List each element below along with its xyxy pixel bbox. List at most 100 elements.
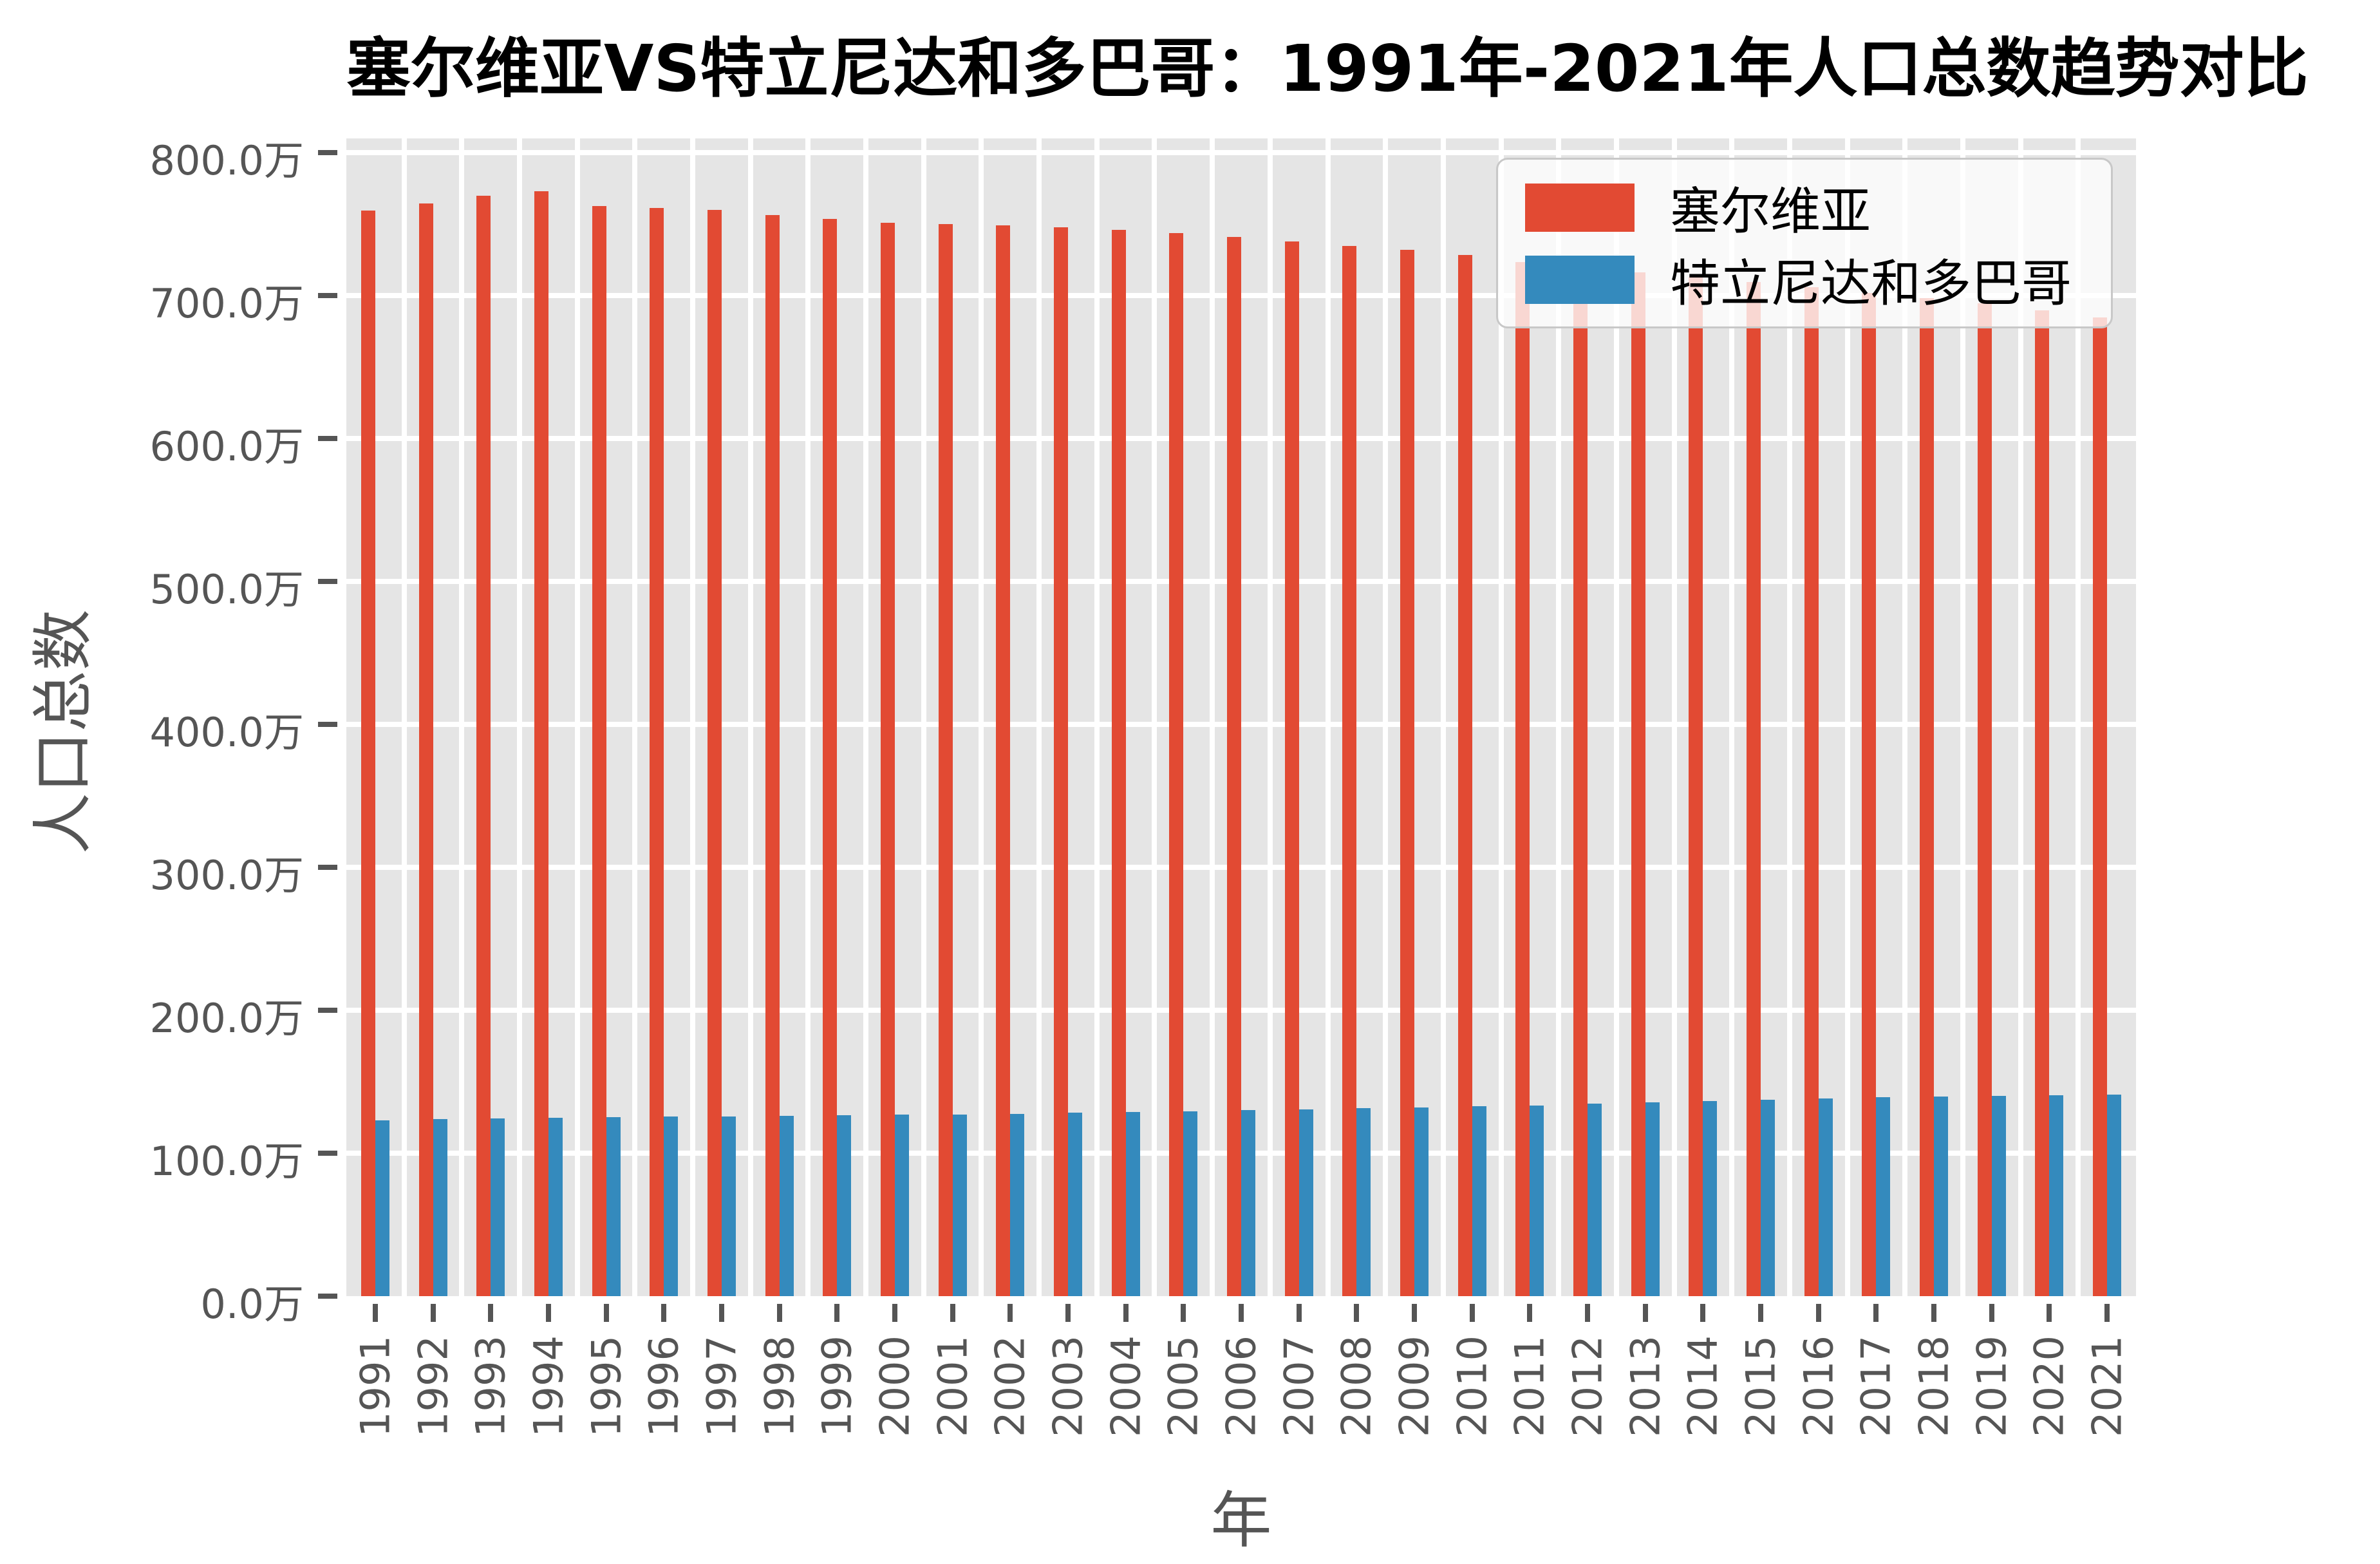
bar-serbia-2019 xyxy=(1977,303,1992,1296)
y-tick-label-100: 100.0万 xyxy=(149,1138,305,1185)
bar-trinidad-tobago-1998 xyxy=(779,1115,794,1296)
x-tick-2019 xyxy=(1989,1304,1994,1322)
x-tick-2012 xyxy=(1585,1304,1591,1322)
gridline-vertical xyxy=(921,138,926,1296)
bar-trinidad-tobago-1995 xyxy=(606,1117,621,1296)
x-tick-label-2002: 2002 xyxy=(986,1335,1034,1437)
y-tick-label-200: 200.0万 xyxy=(149,995,305,1042)
gridline-vertical xyxy=(1094,138,1100,1296)
x-tick-2011 xyxy=(1527,1304,1533,1322)
bar-trinidad-tobago-2005 xyxy=(1183,1111,1198,1296)
x-tick-2004 xyxy=(1123,1304,1129,1322)
legend-item-serbia: 塞尔维亚 xyxy=(1525,171,2084,243)
bar-trinidad-tobago-2002 xyxy=(1010,1113,1025,1296)
x-tick-2014 xyxy=(1700,1304,1706,1322)
bar-trinidad-tobago-2004 xyxy=(1125,1112,1140,1296)
bar-serbia-2002 xyxy=(996,225,1011,1296)
x-tick-label-2020: 2020 xyxy=(2025,1335,2073,1437)
gridline-vertical xyxy=(1498,138,1504,1296)
gridline-vertical xyxy=(863,138,869,1296)
bar-serbia-2004 xyxy=(1111,230,1126,1296)
x-axis-label: 年 xyxy=(1210,1485,1272,1556)
bar-trinidad-tobago-2010 xyxy=(1472,1106,1486,1296)
x-tick-label-2018: 2018 xyxy=(1910,1335,1958,1437)
bar-trinidad-tobago-1991 xyxy=(375,1120,389,1296)
bar-serbia-2008 xyxy=(1342,246,1357,1296)
gridline-horizontal-200 xyxy=(346,1008,2136,1013)
bar-trinidad-tobago-2014 xyxy=(1703,1101,1718,1296)
x-tick-label-2004: 2004 xyxy=(1102,1335,1150,1437)
bar-trinidad-tobago-2019 xyxy=(1991,1095,2006,1296)
x-tick-label-2011: 2011 xyxy=(1506,1335,1553,1437)
gridline-vertical xyxy=(747,138,753,1296)
gridline-vertical xyxy=(401,138,407,1296)
gridline-vertical xyxy=(1902,138,1908,1296)
y-tick-800 xyxy=(318,150,337,156)
x-tick-label-1996: 1996 xyxy=(640,1335,688,1437)
y-tick-label-400: 400.0万 xyxy=(149,709,305,757)
gridline-vertical xyxy=(1960,138,1965,1296)
bar-trinidad-tobago-1993 xyxy=(491,1118,505,1296)
gridline-vertical xyxy=(1210,138,1215,1296)
x-tick-1991 xyxy=(372,1304,378,1322)
x-tick-label-2012: 2012 xyxy=(1564,1335,1611,1437)
bar-trinidad-tobago-2000 xyxy=(894,1115,909,1296)
x-tick-label-1993: 1993 xyxy=(467,1335,514,1437)
bar-serbia-2016 xyxy=(1804,287,1819,1296)
bar-serbia-2017 xyxy=(1862,292,1877,1296)
x-tick-2016 xyxy=(1815,1304,1821,1322)
bar-serbia-2021 xyxy=(2093,317,2108,1296)
x-tick-1999 xyxy=(834,1304,840,1322)
bar-serbia-2012 xyxy=(1573,267,1588,1296)
legend-item-trinidad-tobago: 特立尼达和多巴哥 xyxy=(1525,243,2084,316)
bar-serbia-1992 xyxy=(418,203,433,1296)
bar-serbia-2003 xyxy=(1053,227,1068,1296)
bar-trinidad-tobago-2003 xyxy=(1067,1113,1082,1296)
bar-trinidad-tobago-2009 xyxy=(1414,1107,1429,1296)
bar-trinidad-tobago-2001 xyxy=(952,1114,967,1296)
y-tick-600 xyxy=(318,436,337,442)
gridline-vertical xyxy=(1786,138,1792,1296)
gridline-vertical xyxy=(1613,138,1619,1296)
y-tick-400 xyxy=(318,722,337,728)
gridline-vertical xyxy=(517,138,523,1296)
bar-serbia-2014 xyxy=(1689,277,1703,1296)
bar-serbia-1994 xyxy=(534,191,548,1296)
bar-trinidad-tobago-2011 xyxy=(1530,1105,1544,1296)
bar-trinidad-tobago-1994 xyxy=(548,1118,563,1296)
x-tick-2010 xyxy=(1469,1304,1475,1322)
x-tick-label-2014: 2014 xyxy=(1679,1335,1727,1437)
bar-serbia-1997 xyxy=(707,210,722,1296)
x-tick-label-2001: 2001 xyxy=(929,1335,977,1437)
bar-trinidad-tobago-1996 xyxy=(664,1116,679,1296)
bar-serbia-1995 xyxy=(592,206,606,1296)
x-tick-1996 xyxy=(661,1304,667,1322)
y-tick-200 xyxy=(318,1008,337,1013)
bar-serbia-2005 xyxy=(1169,233,1184,1296)
bar-serbia-2009 xyxy=(1400,250,1415,1296)
bar-trinidad-tobago-2006 xyxy=(1241,1110,1255,1296)
x-tick-2003 xyxy=(1065,1304,1071,1322)
x-tick-2009 xyxy=(1412,1304,1418,1322)
plot-area xyxy=(346,138,2136,1296)
legend-swatch-serbia xyxy=(1525,183,1635,232)
x-tick-1994 xyxy=(545,1304,551,1322)
x-tick-label-2007: 2007 xyxy=(1275,1335,1323,1437)
x-tick-label-1998: 1998 xyxy=(756,1335,803,1437)
gridline-vertical xyxy=(1152,138,1157,1296)
bar-serbia-1991 xyxy=(361,210,375,1296)
bar-serbia-1999 xyxy=(823,219,838,1296)
x-tick-label-2017: 2017 xyxy=(1852,1335,1900,1437)
x-tick-1992 xyxy=(430,1304,436,1322)
legend: 塞尔维亚 特立尼达和多巴哥 xyxy=(1496,158,2113,328)
bar-trinidad-tobago-2021 xyxy=(2107,1095,2122,1296)
bar-trinidad-tobago-2016 xyxy=(1818,1098,1833,1296)
gridline-horizontal-400 xyxy=(346,722,2136,728)
x-tick-2008 xyxy=(1354,1304,1360,1322)
gridline-horizontal-700 xyxy=(346,293,2136,299)
bar-trinidad-tobago-2013 xyxy=(1645,1102,1660,1296)
gridline-vertical xyxy=(459,138,465,1296)
x-tick-1997 xyxy=(718,1304,724,1322)
x-tick-label-2000: 2000 xyxy=(871,1335,919,1437)
